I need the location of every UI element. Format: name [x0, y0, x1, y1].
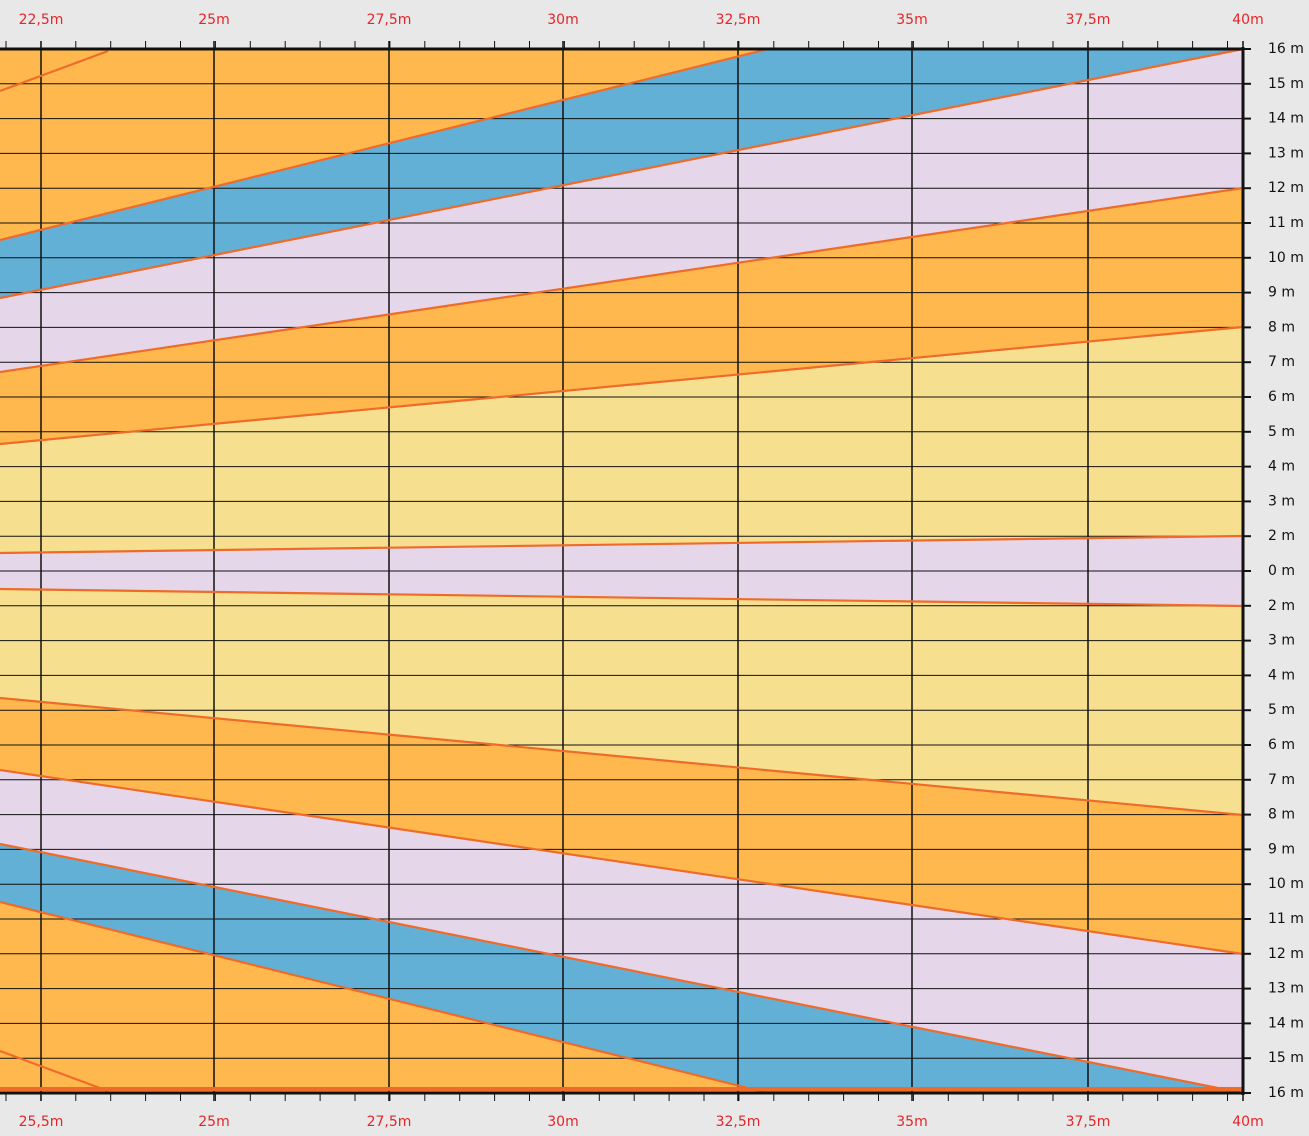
right-label: 8 m: [1268, 319, 1295, 335]
right-label: 3 m: [1268, 633, 1295, 649]
bottom-label: 30m: [547, 1114, 578, 1130]
bottom-label: 25m: [198, 1114, 229, 1130]
bottom-label: 37,5m: [1066, 1114, 1111, 1130]
top-label: 35m: [896, 12, 927, 28]
right-label: 11 m: [1268, 215, 1304, 231]
boundary-line: [0, 534, 1244, 555]
boundary-line: [0, 900, 769, 1095]
boundary-line: [0, 47, 1244, 300]
top-label: 27,5m: [367, 12, 412, 28]
lilac-band: [0, 49, 1243, 372]
right-label: 3 m: [1268, 493, 1295, 509]
right-label: 5 m: [1268, 702, 1295, 718]
boundary-line: [0, 842, 1244, 1095]
boundary-line: [0, 325, 1244, 446]
right-label: 9 m: [1268, 285, 1295, 301]
top-label: 22,5m: [19, 12, 64, 28]
right-label: 10 m: [1268, 250, 1304, 266]
yellow-band: [0, 327, 1243, 553]
right-label: 16 m: [1268, 1085, 1304, 1101]
yellow-band: [0, 589, 1243, 815]
boundary-line: [0, 47, 769, 242]
right-label: 13 m: [1268, 981, 1304, 997]
right-label: 5 m: [1268, 424, 1295, 440]
right-label: 11 m: [1268, 911, 1304, 927]
grid: [0, 41, 1251, 1101]
boundary-line: [0, 49, 109, 93]
right-label: 2 m: [1268, 598, 1295, 614]
orange-band: [0, 698, 1243, 954]
top-label: 32,5m: [716, 12, 761, 28]
right-label: 9 m: [1268, 841, 1295, 857]
right-label: 8 m: [1268, 807, 1295, 823]
top-label: 40m: [1232, 12, 1263, 28]
bottom-label: 35m: [896, 1114, 927, 1130]
bottom-label: 40m: [1232, 1114, 1263, 1130]
right-label: 6 m: [1268, 737, 1295, 753]
right-label: 14 m: [1268, 111, 1304, 127]
boundary-line: [0, 186, 1244, 374]
right-label: 7 m: [1268, 354, 1295, 370]
right-label: 0 m: [1268, 563, 1295, 579]
bottom-label: 32,5m: [716, 1114, 761, 1130]
top-label: 30m: [547, 12, 578, 28]
right-label: 10 m: [1268, 876, 1304, 892]
bottom-label: 25,5m: [19, 1114, 64, 1130]
right-label: 6 m: [1268, 389, 1295, 405]
bottom-label: 27,5m: [367, 1114, 412, 1130]
lilac-band: [0, 770, 1243, 1093]
boundary-line: [0, 1049, 109, 1093]
right-label: 2 m: [1268, 528, 1295, 544]
labels: 16 m 15 m 14 m 13 m 12 m 11 m 10 m 9 m 8 m 7 m 6 m…: [19, 12, 1304, 1130]
right-label: 4 m: [1268, 667, 1295, 683]
orange-band: [0, 188, 1243, 444]
right-label: 15 m: [1268, 76, 1304, 92]
top-label: 37,5m: [1066, 12, 1111, 28]
boundary-line: [0, 587, 1244, 608]
top-label: 25m: [198, 12, 229, 28]
right-label: 15 m: [1268, 1050, 1304, 1066]
boundary-line: [0, 696, 1244, 817]
boundary-line: [0, 768, 1244, 956]
right-label: 14 m: [1268, 1015, 1304, 1031]
right-label: 12 m: [1268, 180, 1304, 196]
right-label: 13 m: [1268, 145, 1304, 161]
right-label: 7 m: [1268, 772, 1295, 788]
boundaries: [0, 47, 1245, 1095]
right-label: 16 m: [1268, 41, 1304, 57]
bands: [0, 49, 1243, 1093]
right-label: 4 m: [1268, 459, 1295, 475]
right-label: 12 m: [1268, 946, 1304, 962]
